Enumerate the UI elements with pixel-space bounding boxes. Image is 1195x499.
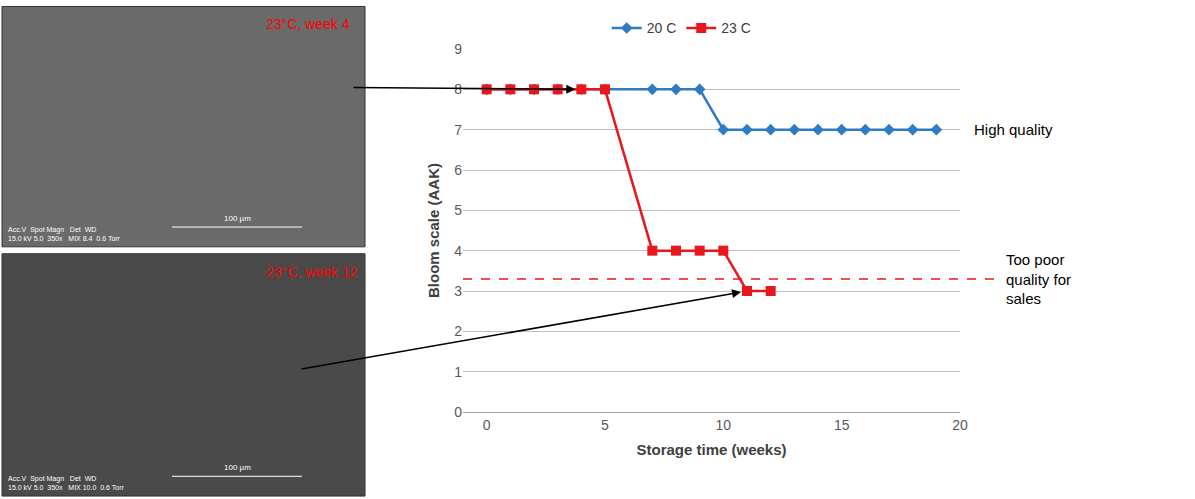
svg-text:100 µm: 100 µm (224, 463, 251, 472)
svg-text:High quality: High quality (974, 121, 1053, 138)
svg-text:Acc.V Spot Magn Det WD15.0: Acc.V Spot Magn Det WD15.0 kV 5.0 350x M… (8, 475, 124, 491)
svg-text:7: 7 (454, 122, 462, 138)
svg-text:10: 10 (716, 417, 732, 433)
svg-text:0: 0 (454, 404, 462, 420)
svg-text:15: 15 (834, 417, 850, 433)
svg-text:20 C: 20 C (647, 20, 677, 36)
svg-text:23°C, week 12: 23°C, week 12 (266, 264, 357, 280)
svg-text:23°C, week 4: 23°C, week 4 (266, 16, 350, 32)
svg-text:Too poorquality forsales: Too poorquality forsales (1006, 251, 1071, 307)
svg-text:5: 5 (454, 202, 462, 218)
svg-text:8: 8 (454, 81, 462, 97)
svg-text:5: 5 (601, 417, 609, 433)
svg-text:Storage time (weeks): Storage time (weeks) (636, 441, 786, 458)
svg-text:2: 2 (454, 323, 462, 339)
svg-text:1: 1 (454, 364, 462, 380)
svg-text:100 µm: 100 µm (224, 214, 251, 223)
svg-text:23 C: 23 C (721, 20, 751, 36)
svg-text:Acc.V Spot Magn Det WD15.0: Acc.V Spot Magn Det WD15.0 kV 5.0 350x M… (8, 226, 121, 242)
svg-text:6: 6 (454, 162, 462, 178)
svg-text:Bloom scale (AAK): Bloom scale (AAK) (425, 163, 442, 298)
svg-text:3: 3 (454, 283, 462, 299)
svg-text:9: 9 (454, 41, 462, 57)
svg-text:20: 20 (952, 417, 968, 433)
svg-text:0: 0 (483, 417, 491, 433)
svg-text:4: 4 (454, 243, 462, 259)
